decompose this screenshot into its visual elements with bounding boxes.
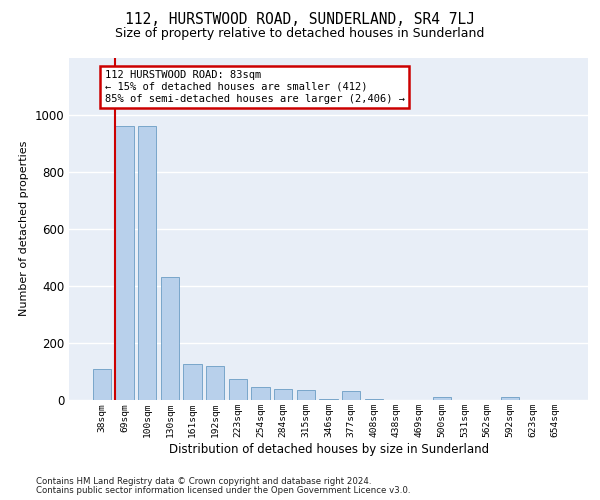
Text: 112 HURSTWOOD ROAD: 83sqm
← 15% of detached houses are smaller (412)
85% of semi: 112 HURSTWOOD ROAD: 83sqm ← 15% of detac… xyxy=(104,70,404,104)
Bar xyxy=(251,387,270,400)
Bar xyxy=(319,398,338,400)
Bar xyxy=(183,364,202,400)
Bar xyxy=(342,392,361,400)
Bar xyxy=(229,378,247,400)
Bar xyxy=(500,397,519,400)
Text: 112, HURSTWOOD ROAD, SUNDERLAND, SR4 7LJ: 112, HURSTWOOD ROAD, SUNDERLAND, SR4 7LJ xyxy=(125,12,475,28)
Bar xyxy=(92,368,111,400)
Text: Contains HM Land Registry data © Crown copyright and database right 2024.: Contains HM Land Registry data © Crown c… xyxy=(36,477,371,486)
Y-axis label: Number of detached properties: Number of detached properties xyxy=(19,141,29,316)
Text: Contains public sector information licensed under the Open Government Licence v3: Contains public sector information licen… xyxy=(36,486,410,495)
Text: Distribution of detached houses by size in Sunderland: Distribution of detached houses by size … xyxy=(169,442,489,456)
Bar xyxy=(206,366,224,400)
Bar xyxy=(296,390,315,400)
Bar xyxy=(138,126,157,400)
Bar xyxy=(115,126,134,400)
Bar xyxy=(365,398,383,400)
Bar xyxy=(433,397,451,400)
Text: Size of property relative to detached houses in Sunderland: Size of property relative to detached ho… xyxy=(115,28,485,40)
Bar xyxy=(274,388,292,400)
Bar xyxy=(161,278,179,400)
